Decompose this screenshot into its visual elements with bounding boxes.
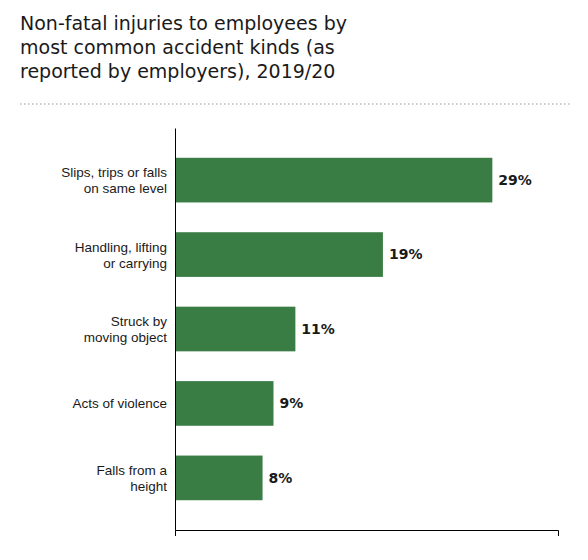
- title: Non-fatal injuries to employees bymost c…: [20, 12, 347, 82]
- bar: [175, 456, 263, 501]
- y-tick: Handling, liftingor carrying: [75, 240, 175, 271]
- y-tick-label-line: on same level: [84, 181, 167, 196]
- bar: [175, 381, 273, 426]
- y-tick-label-line: Acts of violence: [72, 396, 167, 411]
- y-tick-label-line: or carrying: [103, 256, 167, 271]
- y-tick-label-line: height: [130, 479, 167, 494]
- y-tick-label-line: Slips, trips or falls: [61, 165, 167, 180]
- y-tick-label-line: moving object: [84, 330, 168, 345]
- data-label: 9%: [279, 395, 303, 411]
- title-line: Non-fatal injuries to employees by: [20, 12, 347, 34]
- title-line: reported by employers), 2019/20: [20, 60, 335, 82]
- bar: [175, 232, 383, 277]
- data-label: 19%: [389, 246, 423, 262]
- y-tick-label: Slips, trips or fallson same level: [61, 165, 167, 196]
- y-tick: Falls from aheight: [96, 463, 175, 494]
- y-tick-label-line: Handling, lifting: [75, 240, 167, 255]
- y-tick-label-line: Struck by: [111, 314, 168, 329]
- y-axis-line: [175, 129, 176, 531]
- separator: [20, 103, 570, 104]
- data-label: 8%: [269, 470, 293, 486]
- chart: Non-fatal injuries to employees bymost c…: [0, 0, 588, 560]
- data-label: 29%: [498, 172, 532, 188]
- y-tick-label: Struck bymoving object: [84, 314, 168, 345]
- x-axis: [176, 531, 559, 537]
- y-axis: Falls from aheight Acts of violence Struck…: [61, 129, 175, 531]
- data-label: 11%: [301, 321, 335, 337]
- bar: [175, 307, 295, 352]
- bar: [175, 158, 492, 203]
- x-axis-line: [176, 531, 559, 537]
- y-tick-label: Handling, liftingor carrying: [75, 240, 167, 271]
- y-tick: Struck bymoving object: [84, 314, 175, 345]
- y-tick-label: Acts of violence: [72, 396, 167, 411]
- y-tick-label-line: Falls from a: [96, 463, 167, 478]
- y-tick: Acts of violence: [72, 396, 175, 411]
- plot: Falls from aheight Acts of violence Struck…: [61, 129, 558, 537]
- title-line: most common accident kinds (as: [20, 36, 335, 58]
- y-tick: Slips, trips or fallson same level: [61, 165, 175, 196]
- data-labels: 8% 9% 11% 19% 29%: [269, 172, 532, 486]
- y-tick-label: Falls from aheight: [96, 463, 167, 494]
- bars: [175, 158, 492, 500]
